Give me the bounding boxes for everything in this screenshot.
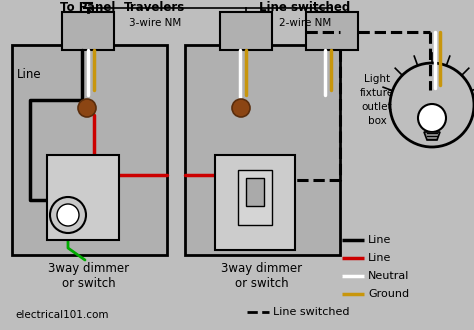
Text: Line switched: Line switched <box>273 307 349 317</box>
Bar <box>47 155 119 240</box>
Text: 2-wire NM: 2-wire NM <box>279 18 331 28</box>
Circle shape <box>418 104 446 132</box>
Circle shape <box>390 63 474 147</box>
Text: 3-wire NM: 3-wire NM <box>129 18 181 28</box>
Text: Line switched: Line switched <box>259 1 351 14</box>
Text: To Panel: To Panel <box>60 1 116 14</box>
Text: 3way dimmer
or switch: 3way dimmer or switch <box>48 262 129 290</box>
Text: Travelers: Travelers <box>124 1 186 14</box>
Bar <box>246 178 264 206</box>
Circle shape <box>50 197 86 233</box>
Bar <box>215 155 295 250</box>
Text: electrical101.com: electrical101.com <box>15 310 109 320</box>
Polygon shape <box>424 132 440 140</box>
Circle shape <box>57 204 79 226</box>
Text: 3way dimmer
or switch: 3way dimmer or switch <box>221 262 302 290</box>
Text: Line: Line <box>17 68 42 81</box>
Bar <box>185 45 340 255</box>
Bar <box>238 170 272 225</box>
Text: Ground: Ground <box>368 289 409 299</box>
Text: Light
fixture
outlet
box: Light fixture outlet box <box>360 74 394 126</box>
Bar <box>12 45 167 255</box>
Bar <box>306 12 358 50</box>
Circle shape <box>232 99 250 117</box>
Text: Neutral: Neutral <box>368 271 410 281</box>
Text: Line: Line <box>368 235 392 245</box>
Bar <box>62 12 114 50</box>
Text: Line: Line <box>368 253 392 263</box>
Circle shape <box>78 99 96 117</box>
Bar <box>220 12 272 50</box>
